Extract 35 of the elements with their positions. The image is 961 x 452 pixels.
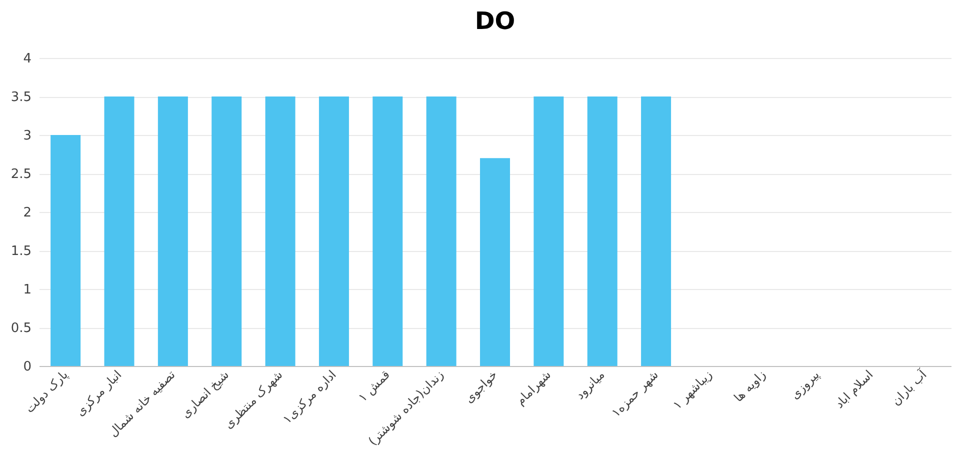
bar [265,96,296,366]
y-tick-label: 1.5 [10,244,32,259]
x-tick-label: خواجوی [462,368,500,406]
x-tick-label: انبار مرکزی [73,368,124,419]
chart-title: DO [474,7,516,35]
y-tick-label: 2 [23,206,32,220]
x-tick-label: شیخ انصاری [178,368,232,421]
y-tick-label: 2.5 [10,167,32,182]
x-tick-label: اداره مرکزی۱ [280,368,339,426]
bar [372,96,403,366]
x-tick-label: زاویه ها [731,367,768,405]
x-tick-label: قمش ۱ [356,368,393,404]
y-tick-label: 3 [23,128,32,144]
y-tick-label: 0.5 [10,321,32,336]
x-tick-label: شهر حمزه۱ [608,368,661,420]
bar [587,96,618,366]
bar [104,96,134,366]
bar [318,96,349,366]
bar [158,96,188,366]
x-tick-label: شهرامام [513,368,554,408]
bar [426,96,456,366]
x-tick-label: پیروزی [788,368,822,402]
bar [480,158,510,366]
bar [50,135,81,366]
x-tick-label: آب باران [888,366,930,408]
y-tick-label: 0 [23,360,32,374]
x-tick-label: میانرود [572,368,608,402]
bar [212,96,242,366]
y-tick-label: 1 [23,282,32,298]
bar [641,96,672,366]
x-tick-label: زیباشهر ۱ [670,367,715,412]
y-tick-label: 3.5 [10,90,32,105]
bar [534,96,564,366]
x-tick-label: اسلام اباد [832,368,876,412]
y-tick-label: 4 [23,52,32,66]
